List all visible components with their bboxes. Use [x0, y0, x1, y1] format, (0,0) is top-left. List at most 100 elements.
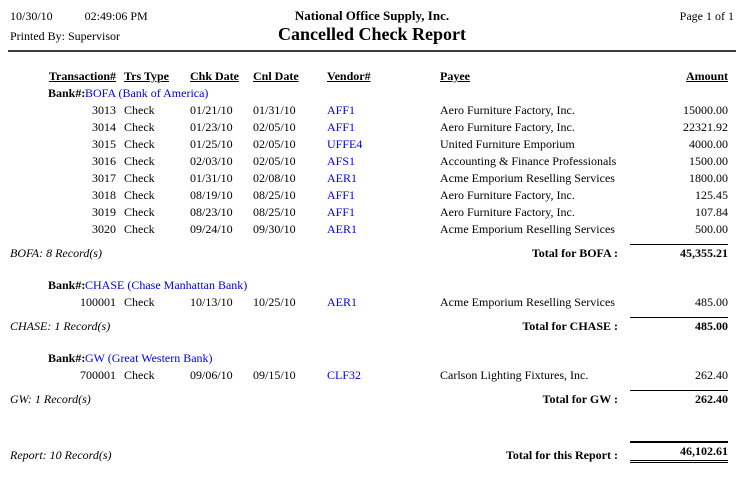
col-payee: Payee	[440, 69, 470, 83]
col-vendor: Vendor#	[327, 69, 371, 83]
table-row: 3014 Check 01/23/10 02/05/10 AFF1 Aero F…	[48, 119, 728, 136]
total-amount: 485.00	[630, 317, 728, 334]
trs-type: Check	[124, 295, 155, 309]
amount: 22321.92	[683, 120, 728, 134]
page-header: 10/30/10 02:49:06 PM National Office Sup…	[0, 0, 744, 45]
amount: 1500.00	[689, 154, 728, 168]
amount: 15000.00	[683, 103, 728, 117]
vendor-link[interactable]: AFF1	[327, 205, 356, 219]
amount: 4000.00	[689, 137, 728, 151]
transaction-number: 3019	[92, 205, 116, 219]
trs-type: Check	[124, 205, 155, 219]
report-record-count: Report: 10 Record(s)	[10, 448, 112, 462]
payee: Aero Furniture Factory, Inc.	[440, 205, 575, 219]
vendor-link[interactable]: AER1	[327, 295, 357, 309]
transaction-number: 3014	[92, 120, 116, 134]
vendor-link[interactable]: AFF1	[327, 103, 356, 117]
cnl-date: 02/05/10	[253, 120, 296, 134]
total-label: Total for GW :	[542, 392, 618, 406]
transaction-number: 100001	[80, 295, 116, 309]
trs-type: Check	[124, 222, 155, 236]
header-row-1: 10/30/10 02:49:06 PM National Office Sup…	[10, 8, 734, 24]
report-total-label: Total for this Report :	[506, 448, 618, 462]
chk-date: 09/06/10	[190, 368, 233, 382]
trs-type: Check	[124, 103, 155, 117]
col-trs-type: Trs Type	[124, 69, 170, 83]
payee: Acme Emporium Reselling Services	[440, 295, 615, 309]
print-time: 02:49:06 PM	[84, 9, 148, 23]
column-header-row: Transaction# Trs Type Chk Date Cnl Date …	[48, 68, 728, 85]
table-row: 3016 Check 02/03/10 02/05/10 AFS1 Accoun…	[48, 153, 728, 170]
transaction-number: 3013	[92, 103, 116, 117]
payee: Accounting & Finance Professionals	[440, 154, 617, 168]
trs-type: Check	[124, 154, 155, 168]
amount: 500.00	[695, 222, 728, 236]
transaction-number: 3020	[92, 222, 116, 236]
cnl-date: 08/25/10	[253, 205, 296, 219]
trs-type: Check	[124, 171, 155, 185]
record-count: BOFA: 8 Record(s)	[10, 246, 102, 260]
table-row: 100001 Check 10/13/10 10/25/10 AER1 Acme…	[48, 294, 728, 311]
trs-type: Check	[124, 368, 155, 382]
payee: Aero Furniture Factory, Inc.	[440, 103, 575, 117]
cnl-date: 09/15/10	[253, 368, 296, 382]
transaction-number: 700001	[80, 368, 116, 382]
print-date: 10/30/10	[10, 9, 53, 23]
bank-label: Bank#:	[48, 278, 86, 292]
bank-link-chase[interactable]: CHASE (Chase Manhattan Bank)	[85, 278, 248, 292]
cnl-date: 02/05/10	[253, 154, 296, 168]
chk-date: 08/19/10	[190, 188, 233, 202]
total-label: Total for CHASE :	[522, 319, 618, 333]
chk-date: 10/13/10	[190, 295, 233, 309]
bank-link-gw[interactable]: GW (Great Western Bank)	[85, 351, 213, 365]
bank-header-bofa: Bank#: BOFA (Bank of America)	[48, 85, 744, 102]
cnl-date: 08/25/10	[253, 188, 296, 202]
vendor-link[interactable]: AFF1	[327, 120, 356, 134]
vendor-link[interactable]: CLF32	[327, 368, 362, 382]
table-row: 3013 Check 01/21/10 01/31/10 AFF1 Aero F…	[48, 102, 728, 119]
chk-date: 08/23/10	[190, 205, 233, 219]
total-label: Total for BOFA :	[531, 246, 618, 260]
chk-date: 09/24/10	[190, 222, 233, 236]
vendor-link[interactable]: UFFE4	[327, 137, 363, 151]
vendor-link[interactable]: AER1	[327, 222, 357, 236]
total-amount: 262.40	[630, 390, 728, 407]
transaction-number: 3016	[92, 154, 116, 168]
amount: 107.84	[695, 205, 728, 219]
cnl-date: 09/30/10	[253, 222, 296, 236]
payee: Acme Emporium Reselling Services	[440, 171, 615, 185]
chk-date: 01/25/10	[190, 137, 233, 151]
section-total-bofa: BOFA: 8 Record(s) Total for BOFA : 45,35…	[10, 244, 728, 261]
cnl-date: 02/05/10	[253, 137, 296, 151]
table-row: 3019 Check 08/23/10 08/25/10 AFF1 Aero F…	[48, 204, 728, 221]
payee: Carlson Lighting Fixtures, Inc.	[440, 368, 589, 382]
table-row: 3018 Check 08/19/10 08/25/10 AFF1 Aero F…	[48, 187, 728, 204]
amount: 125.45	[695, 188, 728, 202]
record-count: CHASE: 1 Record(s)	[10, 319, 111, 333]
vendor-link[interactable]: AFF1	[327, 188, 356, 202]
bank-header-chase: Bank#: CHASE (Chase Manhattan Bank)	[48, 277, 744, 294]
trs-type: Check	[124, 188, 155, 202]
vendor-link[interactable]: AER1	[327, 171, 357, 185]
section-total-chase: CHASE: 1 Record(s) Total for CHASE : 485…	[10, 317, 728, 334]
chk-date: 01/23/10	[190, 120, 233, 134]
trs-type: Check	[124, 120, 155, 134]
col-amount: Amount	[685, 69, 728, 83]
table-row: 3015 Check 01/25/10 02/05/10 UFFE4 Unite…	[48, 136, 728, 153]
bank-link-bofa[interactable]: BOFA (Bank of America)	[85, 86, 209, 100]
cnl-date: 10/25/10	[253, 295, 296, 309]
chk-date: 01/21/10	[190, 103, 233, 117]
printed-by: Printed By: Supervisor	[10, 29, 120, 43]
transaction-number: 3017	[92, 171, 116, 185]
table-row: 3017 Check 01/31/10 02/08/10 AER1 Acme E…	[48, 170, 728, 187]
record-count: GW: 1 Record(s)	[10, 392, 91, 406]
bank-label: Bank#:	[48, 86, 86, 100]
company-name: National Office Supply, Inc.	[294, 8, 450, 23]
col-chk-date: Chk Date	[190, 69, 240, 83]
table-row: 700001 Check 09/06/10 09/15/10 CLF32 Car…	[48, 367, 728, 384]
amount: 1800.00	[689, 171, 728, 185]
bank-header-gw: Bank#: GW (Great Western Bank)	[48, 350, 744, 367]
report-total: Report: 10 Record(s) Total for this Repo…	[10, 441, 728, 463]
cnl-date: 02/08/10	[253, 171, 296, 185]
vendor-link[interactable]: AFS1	[327, 154, 356, 168]
